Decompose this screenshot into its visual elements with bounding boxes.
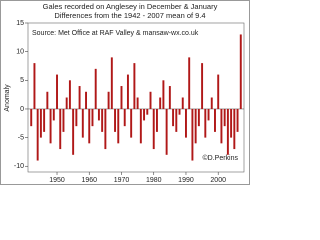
bar: [43, 108, 46, 132]
bar: [30, 108, 33, 127]
bar: [52, 108, 55, 121]
x-tick-label: 1970: [114, 177, 130, 184]
plot-area: [27, 22, 245, 173]
bar: [165, 108, 168, 155]
bar: [223, 108, 226, 127]
bar: [197, 108, 200, 127]
chart-subtitle: Differences from the 1942 - 2007 mean of…: [54, 11, 205, 20]
bar: [181, 97, 184, 109]
bar: [68, 80, 71, 109]
bar: [143, 108, 146, 121]
bar: [78, 86, 81, 109]
bar: [152, 108, 155, 150]
y-tick-label: 5: [20, 77, 24, 84]
y-tick-label: 10: [16, 48, 24, 55]
y-axis-label: Anomaly: [4, 84, 11, 112]
bar: [97, 108, 100, 121]
chart-title: Gales recorded on Anglesey in December &…: [43, 2, 218, 11]
bar: [226, 108, 229, 155]
bar: [230, 108, 233, 138]
bar: [36, 108, 39, 161]
bar: [185, 108, 187, 138]
bar: [49, 108, 52, 144]
bar: [88, 108, 91, 144]
bar: [65, 97, 68, 109]
x-tick-label: 1980: [146, 177, 162, 184]
bar: [159, 97, 162, 109]
page: {"chart_data": {"type": "bar", "title": …: [0, 0, 250, 185]
bar: [201, 63, 204, 109]
bar: [220, 108, 223, 144]
bar: [62, 108, 65, 132]
bar: [207, 108, 210, 121]
bar: [155, 108, 158, 132]
bar: [39, 108, 42, 138]
bar: [233, 108, 236, 150]
bar: [178, 108, 181, 115]
bar: [59, 108, 62, 150]
bar: [81, 108, 84, 138]
bar: [75, 108, 78, 127]
bar: [162, 80, 165, 109]
x-tick-label: 1990: [178, 177, 194, 184]
bar: [72, 108, 75, 155]
bar: [120, 86, 123, 109]
bar: [194, 108, 197, 144]
y-tick-label: 0: [20, 106, 24, 113]
bar: [56, 74, 58, 109]
credit: ©D.Perkins: [203, 154, 239, 162]
y-tick-label: 15: [16, 20, 24, 27]
y-tick-label: -10: [14, 163, 24, 170]
bar: [46, 91, 49, 109]
bar: [236, 108, 239, 132]
source-note: Source: Met Office at RAF Valley & mansa…: [32, 30, 199, 37]
bar: [175, 108, 178, 132]
bar: [210, 97, 213, 109]
bar: [149, 91, 152, 109]
bar: [168, 86, 171, 109]
bar: [204, 108, 207, 138]
frame: [0, 0, 250, 185]
bar: [146, 108, 149, 115]
bar: [239, 34, 242, 109]
x-tick-label: 1950: [49, 177, 65, 184]
bar: [91, 108, 94, 127]
bar: [191, 108, 194, 161]
bar: [133, 63, 136, 109]
bar: [107, 91, 110, 109]
x-tick-label: 2000: [210, 177, 226, 184]
bar: [130, 108, 133, 138]
y-tick-label: -5: [18, 134, 24, 141]
bar: [101, 108, 104, 132]
bar: [123, 108, 126, 127]
bar: [104, 108, 107, 150]
bar: [188, 57, 191, 109]
bar: [33, 63, 36, 109]
bar: [214, 108, 216, 132]
bar: [94, 68, 97, 109]
bar: [117, 108, 120, 144]
bar: [139, 108, 142, 144]
bar: [136, 97, 139, 109]
bar: [85, 91, 87, 109]
bar: [217, 74, 220, 109]
bar: [172, 108, 175, 127]
bar: [126, 74, 129, 109]
bar: [114, 108, 117, 132]
bar: [110, 57, 113, 109]
x-tick-label: 1960: [81, 177, 97, 184]
chart: Gales recorded on Anglesey in December &…: [0, 0, 250, 185]
